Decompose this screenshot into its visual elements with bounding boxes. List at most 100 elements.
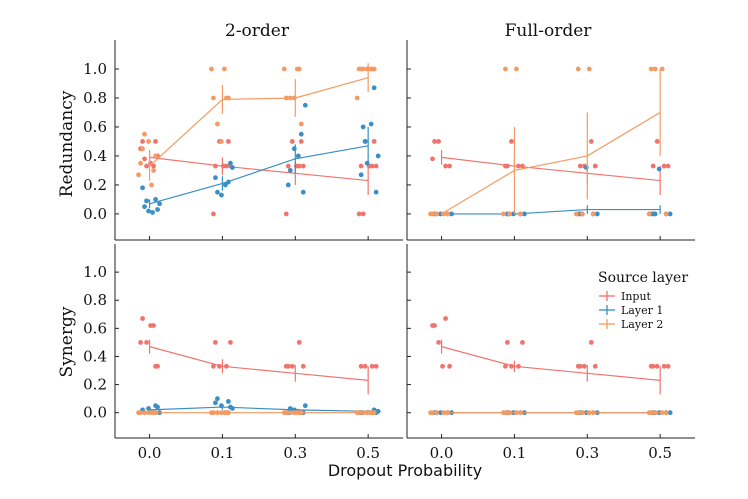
data-point — [213, 163, 218, 169]
data-point — [654, 363, 660, 369]
data-point — [222, 66, 227, 72]
data-point — [648, 363, 654, 369]
series-input — [138, 139, 379, 217]
data-point — [153, 153, 158, 159]
data-point — [296, 340, 302, 345]
data-point — [441, 211, 446, 217]
data-point — [140, 185, 145, 191]
series-input — [138, 316, 379, 416]
data-point — [646, 211, 652, 217]
data-point — [362, 139, 368, 144]
data-point — [155, 404, 160, 410]
legend-label: Layer 2 — [621, 318, 663, 331]
row-label-redundancy: Redundancy — [57, 90, 77, 197]
data-point — [289, 363, 295, 369]
data-point — [140, 139, 145, 144]
panels: 0.00.20.40.60.81.00.00.20.40.60.81.00.0 0… — [83, 40, 695, 462]
y-tick-label: 0.0 — [83, 404, 107, 422]
mean-line — [149, 346, 369, 381]
panel-synergy-full: 0.0 0.1 0.3 0.5 — [406, 244, 695, 462]
y-tick-label: 0.8 — [83, 291, 107, 309]
data-point — [443, 316, 448, 321]
series-input — [430, 139, 671, 217]
y-tick-label: 0.4 — [83, 347, 107, 365]
data-point — [430, 156, 435, 162]
data-point — [369, 66, 375, 72]
data-point — [302, 403, 308, 409]
data-point — [447, 163, 452, 169]
legend-item-layer1: Layer 1 — [599, 304, 663, 317]
data-point — [575, 66, 581, 72]
data-point — [505, 340, 510, 345]
data-point — [138, 340, 143, 345]
data-point — [285, 163, 291, 169]
data-point — [369, 410, 375, 416]
data-point — [573, 211, 579, 217]
data-point — [283, 211, 289, 217]
data-point — [654, 139, 660, 144]
data-point — [577, 163, 583, 169]
data-point — [155, 207, 160, 212]
data-point — [432, 139, 437, 144]
data-point — [369, 363, 375, 369]
data-point — [445, 211, 450, 217]
data-point — [575, 363, 581, 369]
data-point — [373, 189, 379, 195]
data-point — [142, 204, 147, 210]
panel-redundancy-full — [406, 40, 695, 241]
data-point — [144, 163, 149, 169]
data-point — [151, 163, 156, 169]
data-point — [298, 131, 304, 137]
data-point — [364, 160, 370, 166]
series-layer2 — [136, 63, 377, 188]
data-point — [650, 211, 656, 217]
data-point — [507, 211, 512, 217]
data-point — [501, 211, 506, 217]
mean-line — [149, 406, 369, 412]
data-point — [518, 211, 523, 217]
data-point — [213, 175, 218, 181]
y-tick-label: 0.2 — [83, 176, 107, 194]
data-point — [588, 340, 594, 345]
data-point — [300, 189, 306, 195]
data-point — [138, 160, 143, 166]
data-point — [659, 410, 665, 416]
series-input — [430, 316, 671, 395]
y-tick-label: 0.4 — [83, 147, 107, 165]
data-point — [650, 163, 656, 169]
data-point — [213, 340, 218, 345]
data-point — [226, 399, 231, 404]
data-point — [440, 363, 445, 369]
data-point — [215, 396, 220, 402]
data-point — [157, 201, 162, 207]
data-point — [300, 363, 306, 369]
data-point — [219, 192, 224, 198]
legend-item-input: Input — [599, 290, 652, 303]
data-point — [358, 363, 364, 369]
data-point — [663, 410, 669, 416]
data-point — [298, 121, 304, 127]
mean-line — [441, 208, 661, 215]
data-point — [298, 139, 304, 144]
data-point — [661, 363, 667, 369]
data-point — [283, 363, 289, 369]
data-point — [665, 363, 671, 369]
legend-label: Layer 1 — [621, 304, 663, 317]
data-point — [430, 323, 435, 328]
data-point — [665, 163, 671, 169]
data-point — [360, 124, 366, 130]
data-point — [661, 163, 667, 169]
mean-line — [441, 156, 661, 182]
series-layer2 — [136, 410, 377, 416]
data-point — [583, 165, 589, 170]
x-tick-label: 0.5 — [648, 444, 672, 462]
data-point — [368, 121, 374, 127]
legend-label: Input — [621, 290, 652, 303]
data-point — [592, 363, 598, 369]
data-point — [153, 363, 158, 369]
data-point — [581, 363, 587, 369]
data-point — [144, 340, 149, 345]
data-point — [228, 160, 233, 166]
y-tick-label: 1.0 — [83, 263, 107, 281]
